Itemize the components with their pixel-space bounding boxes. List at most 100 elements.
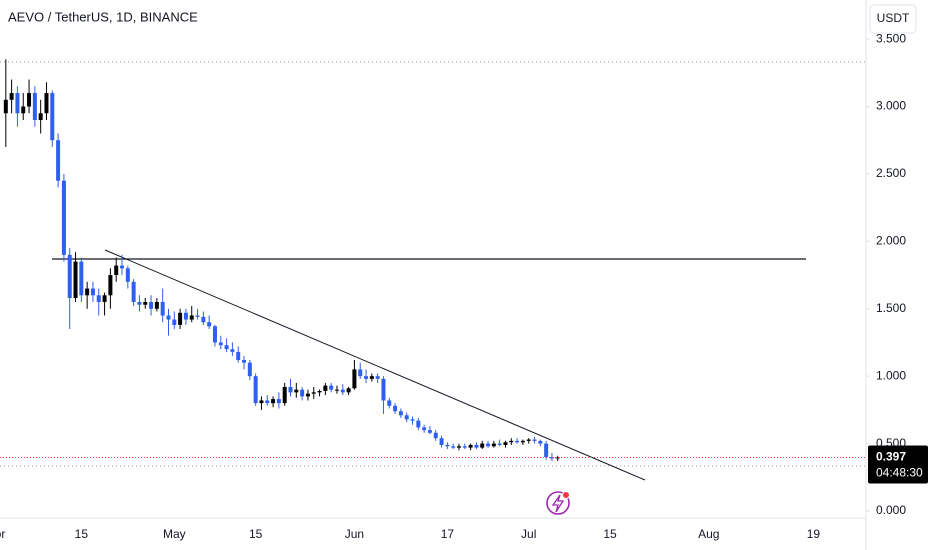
candle-body <box>474 444 479 448</box>
candle-body <box>195 315 200 317</box>
alert-icon <box>546 491 570 515</box>
trendline-drawing <box>104 249 646 481</box>
candle-body <box>207 322 212 327</box>
candle-body <box>468 444 473 448</box>
currency-button-label[interactable]: USDT <box>877 11 910 25</box>
candle-body <box>555 457 560 459</box>
candle-body <box>520 440 525 443</box>
candle-body <box>3 99 8 114</box>
candle-body <box>38 113 43 120</box>
candle-body <box>154 302 159 309</box>
candle-body <box>352 369 357 389</box>
candle-body <box>364 376 369 379</box>
y-tick-label: 1.000 <box>876 368 906 382</box>
candle-body <box>201 316 206 323</box>
candle-body <box>358 369 363 377</box>
candle-body <box>503 442 508 445</box>
candle-body <box>253 376 258 404</box>
candle-body <box>32 93 37 120</box>
y-tick-label: 2.500 <box>876 166 906 180</box>
candle-body <box>15 93 20 114</box>
candle-body <box>189 315 194 320</box>
candle-body <box>96 295 101 303</box>
candle-body <box>108 275 113 296</box>
x-tick-label: 15 <box>75 527 89 541</box>
candle-body <box>218 342 223 346</box>
candle-body <box>404 415 409 420</box>
x-tick-label: 19 <box>807 527 821 541</box>
currency-button-box[interactable] <box>869 4 917 34</box>
candle-body <box>538 440 543 444</box>
candle-body <box>44 93 49 114</box>
chart-title: AEVO / TetherUS, 1D, BINANCE <box>8 9 198 24</box>
candle-body <box>422 427 427 431</box>
candle-body <box>294 389 299 393</box>
candle-body <box>282 386 287 404</box>
candle-body <box>259 400 264 404</box>
y-tick-label: 0.000 <box>876 503 906 517</box>
candle-body <box>323 385 328 392</box>
x-tick-label: pr <box>0 527 5 541</box>
candle-body <box>288 386 293 393</box>
candle-body <box>102 295 107 303</box>
candle-body <box>329 385 334 390</box>
candle-body <box>398 411 403 416</box>
candle-body <box>242 359 247 363</box>
candle-body <box>114 265 119 276</box>
candle-body <box>346 388 351 393</box>
candle-body <box>178 312 183 325</box>
candle-body <box>305 393 310 397</box>
candle-body <box>160 302 165 316</box>
y-tick-label: 3.500 <box>876 31 906 45</box>
x-tick-label: 17 <box>441 527 455 541</box>
x-tick-label: 15 <box>249 527 263 541</box>
candle-body <box>456 446 461 448</box>
x-tick-label: May <box>163 527 186 541</box>
candle-body <box>143 302 148 305</box>
candle-body <box>462 446 467 448</box>
candle-body <box>85 288 90 296</box>
x-tick-label: Jul <box>521 527 536 541</box>
candle-body <box>172 319 177 325</box>
candle-body <box>27 93 32 107</box>
candle-body <box>439 438 444 445</box>
candle-body <box>317 391 322 393</box>
candle-body <box>369 376 374 379</box>
candle-body <box>300 389 305 397</box>
x-tick-label: 15 <box>603 527 617 541</box>
candle-body <box>79 261 84 296</box>
candle-body <box>549 457 554 459</box>
candle-body <box>247 362 252 377</box>
candle-body <box>393 405 398 412</box>
candle-body <box>491 443 496 447</box>
candle-body <box>532 439 537 441</box>
candle-body <box>265 400 270 404</box>
candle-body <box>56 140 61 181</box>
candle-body <box>50 93 55 141</box>
candle-body <box>61 180 66 255</box>
candle-body <box>526 439 531 441</box>
candle-body <box>311 392 316 394</box>
candle-body <box>515 440 520 443</box>
countdown: 04:48:30 <box>876 466 923 480</box>
candle-body <box>166 315 171 320</box>
candle-body <box>445 444 450 447</box>
candle-body <box>149 302 154 309</box>
candle-body <box>276 399 281 404</box>
candle-body <box>375 376 380 379</box>
candle-body <box>120 265 125 269</box>
candle-body <box>416 420 421 428</box>
last-price-box <box>868 445 928 484</box>
y-tick-label: 2.000 <box>876 234 906 248</box>
candle-body <box>509 440 514 443</box>
candle-body <box>271 399 276 404</box>
candle-body <box>125 268 130 282</box>
candle-body <box>137 302 142 305</box>
candle-body <box>340 389 345 393</box>
candle-body <box>224 345 229 350</box>
currency-button[interactable]: USDT <box>869 4 917 34</box>
candle-body <box>427 430 432 433</box>
candle-body <box>67 254 72 298</box>
